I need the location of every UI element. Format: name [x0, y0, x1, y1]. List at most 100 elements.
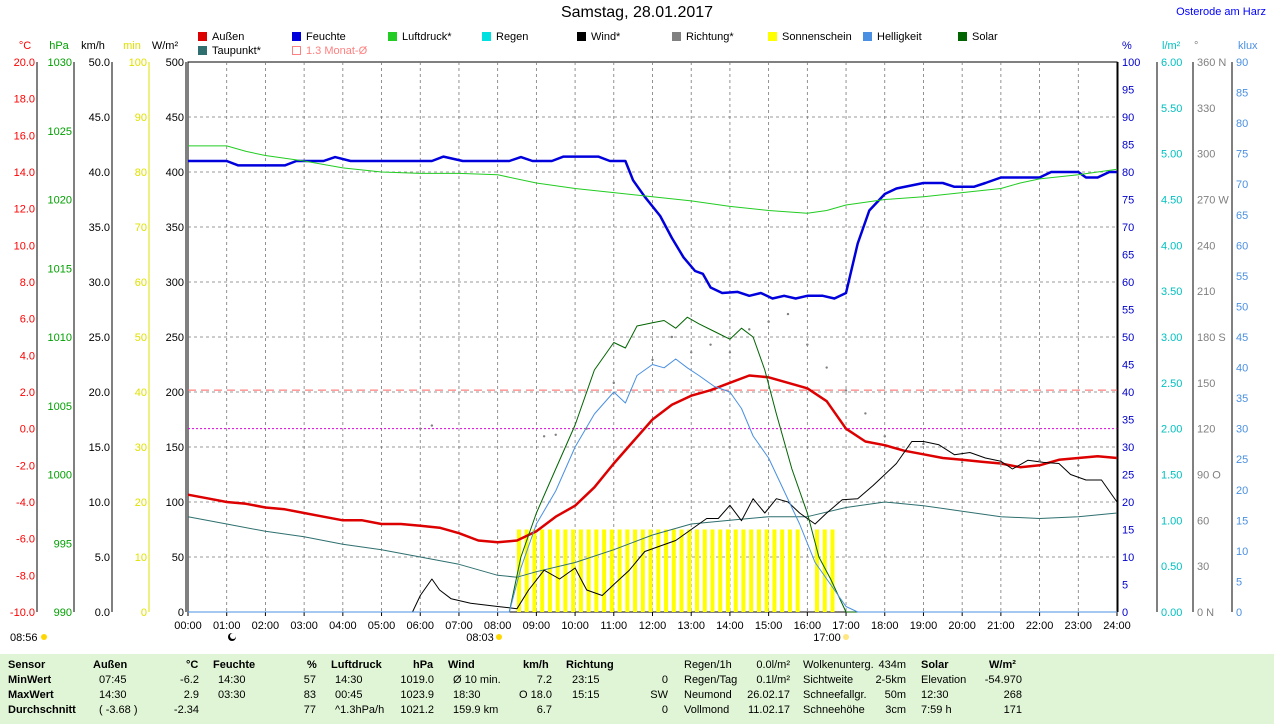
sunshine-bar [687, 529, 692, 612]
legend-label: 1.3 Monat-Ø [306, 45, 368, 57]
x-tick-label: 22:00 [1026, 620, 1054, 632]
axis-unit-kmh: km/h [81, 40, 105, 52]
stats-l-val: 1019.0 [400, 674, 434, 686]
axis-unit-pct: % [1122, 40, 1132, 52]
y-tick-klux: 25 [1236, 454, 1248, 466]
legend-swatch [292, 32, 301, 41]
stats-l-time: ^1.3hPa/h [335, 704, 385, 716]
stats-extra-k2: Sichtweite [803, 674, 854, 686]
y-tick-klux: 65 [1236, 210, 1248, 222]
sunshine-bar [555, 529, 560, 612]
stats-label: MinWert [8, 674, 52, 686]
y-tick-kmh: 40.0 [89, 167, 110, 179]
stats-label: MaxWert [8, 689, 54, 701]
y-tick-temp: 12.0 [14, 204, 35, 216]
stats-r-val: 0 [661, 704, 668, 716]
y-tick-deg: 360 N [1197, 57, 1226, 69]
direction-dot [786, 312, 790, 316]
sunshine-bar [602, 529, 607, 612]
axis-unit-lm2: l/m² [1162, 40, 1181, 52]
y-tick-min: 50 [135, 332, 147, 344]
sunshine-bar [795, 529, 800, 612]
axis-unit-klux: klux [1238, 40, 1258, 52]
stats-s-label: 7:59 h [921, 704, 952, 716]
legend-item: Außen [198, 31, 244, 43]
y-tick-wm2: 150 [166, 442, 184, 454]
x-tick-label: 07:00 [445, 620, 473, 632]
sunshine-bar [718, 529, 723, 612]
direction-dot [960, 461, 964, 464]
stats-a-time: 07:45 [99, 674, 127, 686]
sunshine-bar [756, 529, 761, 612]
y-tick-lm2: 6.00 [1161, 57, 1182, 69]
legend-label: Helligkeit [877, 31, 922, 43]
stats-f-time: 03:30 [218, 689, 246, 701]
y-tick-wm2: 200 [166, 387, 184, 399]
series-luftdruck [188, 145, 1118, 214]
day-length: 08:56 [10, 632, 38, 644]
legend-label: Luftdruck* [402, 31, 452, 43]
y-tick-hpa: 1010 [48, 332, 72, 344]
series-taupunkt [187, 501, 1118, 578]
sunshine-bar [524, 529, 529, 612]
sunshine-bar [725, 529, 730, 612]
y-tick-min: 40 [135, 387, 147, 399]
y-tick-temp: -4.0 [16, 497, 35, 509]
y-tick-pct: 100 [1122, 57, 1140, 69]
direction-dot [922, 442, 925, 446]
legend-swatch [388, 32, 397, 41]
stats-header-richtung: Richtung [566, 659, 614, 671]
direction-dot [612, 381, 615, 385]
legend-swatch [768, 32, 777, 41]
y-tick-lm2: 0.00 [1161, 607, 1182, 619]
y-tick-klux: 10 [1236, 546, 1248, 558]
y-tick-deg: 240 [1197, 240, 1215, 252]
y-tick-hpa: 995 [54, 538, 72, 550]
y-tick-pct: 65 [1122, 250, 1134, 262]
x-tick-label: 12:00 [639, 620, 667, 632]
x-tick-label: 18:00 [871, 620, 899, 632]
y-tick-klux: 75 [1236, 149, 1248, 161]
y-tick-hpa: 1015 [48, 263, 72, 275]
y-tick-wm2: 450 [166, 112, 184, 124]
series-helligkeit [188, 358, 1117, 613]
stats-w-label: Ø 10 min. [453, 674, 501, 686]
legend-swatch [863, 32, 872, 41]
axis-unit-hpa: hPa [49, 40, 69, 52]
y-tick-temp: 18.0 [14, 94, 35, 106]
sunset-icon [843, 634, 849, 640]
y-tick-temp: 2.0 [20, 387, 35, 399]
direction-dot [709, 343, 712, 346]
y-tick-klux: 35 [1236, 393, 1248, 405]
stats-a-val: -6.2 [180, 674, 199, 686]
stats-l-time: 14:30 [335, 674, 363, 686]
stats-f-time: 14:30 [218, 674, 246, 686]
y-tick-min: 30 [135, 442, 147, 454]
legend-item: Taupunkt* [198, 45, 261, 57]
y-tick-pct: 85 [1122, 140, 1134, 152]
sunrise-icon [496, 634, 502, 640]
y-tick-temp: -6.0 [16, 534, 35, 546]
x-tick-label: 19:00 [910, 620, 938, 632]
stats-extra-v2: 2-5km [875, 674, 906, 686]
stats-a-time: 14:30 [99, 689, 127, 701]
y-tick-deg: 300 [1197, 149, 1215, 161]
stats-extra-v1: 26.02.17 [747, 689, 790, 701]
sunshine-bar [815, 529, 820, 612]
y-tick-kmh: 20.0 [89, 387, 110, 399]
x-tick-label: 00:00 [174, 620, 202, 632]
x-tick-label: 13:00 [677, 620, 705, 632]
legend-label: Feuchte [306, 31, 346, 43]
x-tick-label: 16:00 [794, 620, 822, 632]
stats-header-solar: Solar [921, 659, 949, 671]
y-tick-klux: 70 [1236, 179, 1248, 191]
x-tick-label: 03:00 [290, 620, 318, 632]
y-tick-klux: 60 [1236, 240, 1248, 252]
daylength-sun-icon [41, 634, 47, 640]
y-tick-wm2: 50 [172, 552, 184, 564]
direction-dot [585, 427, 588, 430]
y-tick-pct: 25 [1122, 470, 1134, 482]
stats-extra-k2: Wolkenunterg. [803, 659, 874, 671]
sunshine-bar [656, 529, 661, 612]
axis-unit-min: min [123, 40, 141, 52]
